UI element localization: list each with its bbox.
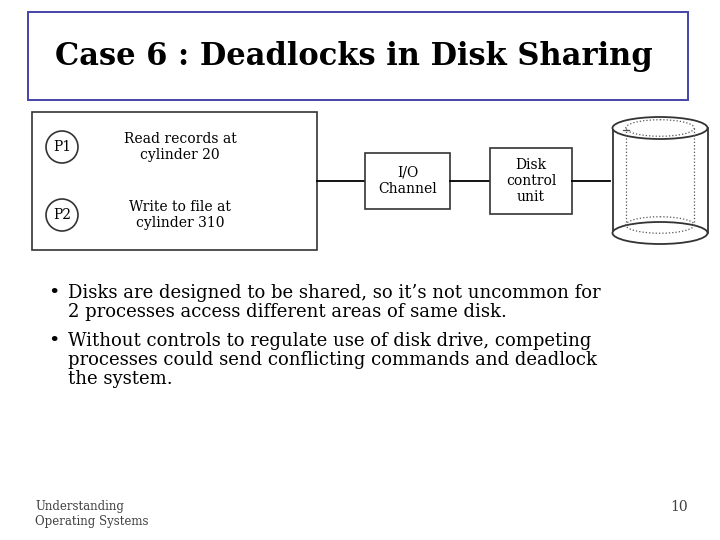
FancyBboxPatch shape [365,153,450,209]
Text: •: • [48,284,59,302]
Text: Write to file at
cylinder 310: Write to file at cylinder 310 [129,200,231,230]
Text: Understanding
Operating Systems: Understanding Operating Systems [35,500,148,528]
Text: •: • [48,332,59,350]
FancyBboxPatch shape [32,112,317,250]
Circle shape [46,131,78,163]
Text: I/O
Channel: I/O Channel [378,166,437,196]
Text: Case 6 : Deadlocks in Disk Sharing: Case 6 : Deadlocks in Disk Sharing [55,40,653,71]
Ellipse shape [613,222,708,244]
Circle shape [46,199,78,231]
FancyBboxPatch shape [28,12,688,100]
Text: Read records at
cylinder 20: Read records at cylinder 20 [124,132,236,162]
Text: Disks are designed to be shared, so it’s not uncommon for: Disks are designed to be shared, so it’s… [68,284,600,302]
Text: 2 processes access different areas of same disk.: 2 processes access different areas of sa… [68,303,507,321]
Text: the system.: the system. [68,370,173,388]
Text: Without controls to regulate use of disk drive, competing: Without controls to regulate use of disk… [68,332,591,350]
Text: Disk
control
unit: Disk control unit [506,158,556,204]
Ellipse shape [613,117,708,139]
FancyBboxPatch shape [490,148,572,214]
Text: processes could send conflicting commands and deadlock: processes could send conflicting command… [68,351,597,369]
Text: P1: P1 [53,140,71,154]
Text: P2: P2 [53,208,71,222]
Text: 10: 10 [670,500,688,514]
